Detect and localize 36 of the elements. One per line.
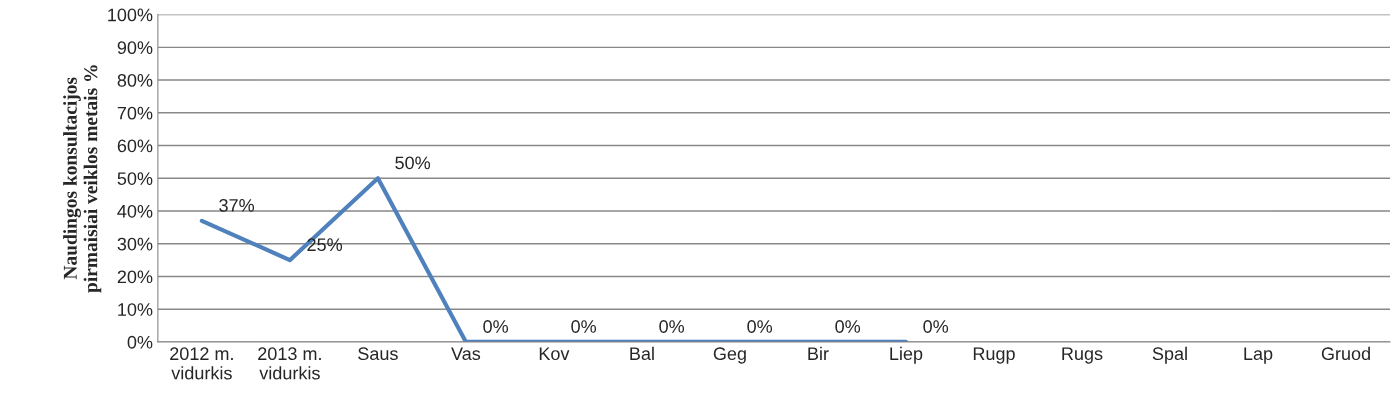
x-tick-label: 2012 m. vidurkis xyxy=(170,347,233,380)
x-tick-label: Rugp xyxy=(973,347,1015,364)
data-label: 0% xyxy=(747,320,773,333)
x-tick-label: Gruod xyxy=(1321,346,1370,361)
x-tick-label: Spal xyxy=(1152,346,1187,364)
x-tick-label: Saus xyxy=(358,347,398,361)
y-tick-label: 20% xyxy=(117,270,153,284)
x-tick-label: Bir xyxy=(808,346,829,360)
y-tick-label: 60% xyxy=(117,139,153,153)
y-tick-label: 10% xyxy=(118,303,153,316)
data-label: 0% xyxy=(483,320,509,333)
data-label: 25% xyxy=(307,238,343,252)
x-tick-label: Vas xyxy=(451,347,481,361)
y-tick-label: 40% xyxy=(117,204,153,218)
data-label: 0% xyxy=(923,320,949,333)
y-tick-label: 30% xyxy=(117,237,153,251)
x-tick-label: 2013 m. vidurkis xyxy=(258,347,321,380)
x-tick-label: Rugs xyxy=(1062,347,1103,364)
y-tick-label: 70% xyxy=(117,106,153,120)
x-tick-label: Geg xyxy=(713,347,746,364)
y-tick-label: 100% xyxy=(108,8,153,22)
line-series xyxy=(199,176,909,342)
data-label: 0% xyxy=(835,320,861,333)
y-tick-label: 50% xyxy=(117,172,153,185)
x-tick-label: Liep xyxy=(890,346,923,364)
data-label: 50% xyxy=(395,156,431,170)
y-axis-title: Naudingos konsultacijos pirmaisiai veiklos metais % xyxy=(63,65,102,293)
y-tick-label: 90% xyxy=(117,41,153,55)
data-label: 0% xyxy=(659,320,685,333)
data-label: 0% xyxy=(571,320,597,333)
x-tick-label: Lap xyxy=(1244,347,1273,364)
x-tick-label: Kov xyxy=(539,347,570,361)
x-tick-label: Bal xyxy=(630,346,654,361)
data-label: 37% xyxy=(219,198,255,212)
y-tick-label: 80% xyxy=(117,74,153,87)
y-tick-label: 0% xyxy=(127,335,153,349)
